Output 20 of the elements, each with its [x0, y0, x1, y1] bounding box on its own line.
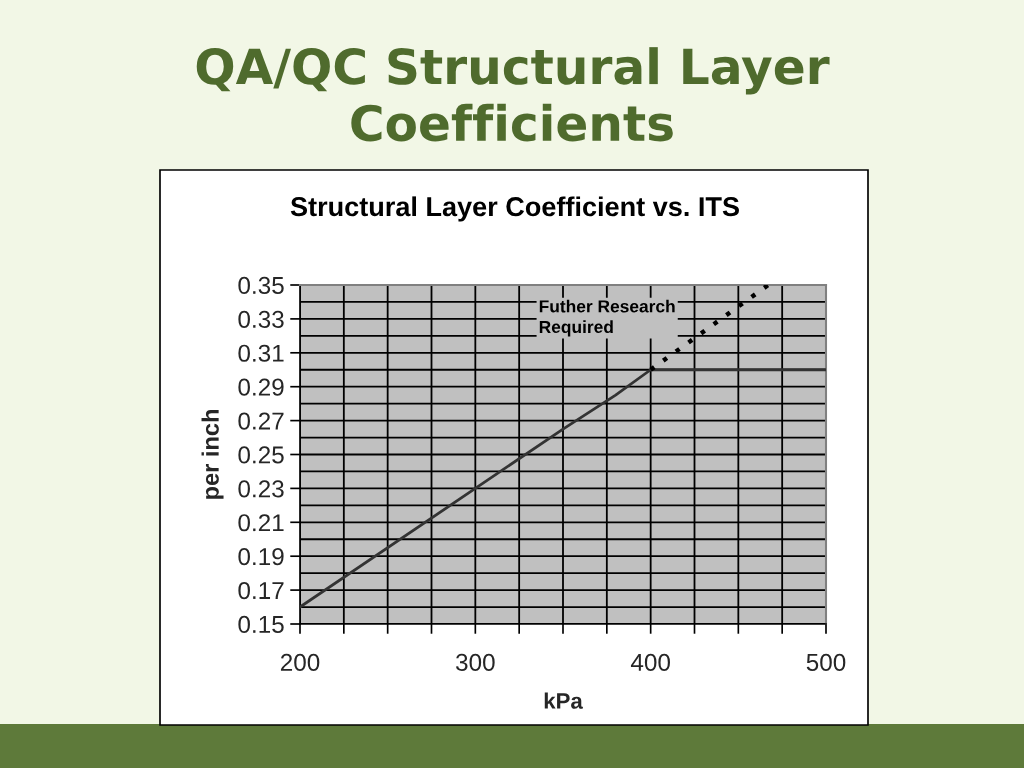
y-tick-label: 0.17 [238, 581, 284, 600]
y-tick-label: 0.21 [238, 514, 284, 532]
y-tick-label: 0.33 [238, 310, 284, 328]
x-tick-label: 500 [806, 653, 846, 672]
x-tick-label: 200 [280, 653, 320, 672]
x-tick-label: 300 [455, 653, 495, 672]
y-axis-title: per inch [201, 410, 224, 499]
y-tick-label: 0.35 [238, 276, 284, 295]
y-tick-label: 0.27 [238, 412, 284, 430]
y-tick-label: 0.31 [238, 344, 284, 362]
series-label: Futher Research Required [539, 299, 675, 337]
chart-subtitle: Structural Layer Coefficient vs. ITS [290, 196, 739, 222]
chart-title: QA/QC Structural Layer Coefficients [196, 47, 830, 142]
y-tick-label: 0.15 [238, 615, 284, 634]
x-tick-label: 400 [630, 653, 670, 672]
y-tick-label: 0.25 [238, 446, 284, 464]
y-tick-label: 0.19 [238, 548, 284, 566]
y-tick-label: 0.29 [238, 378, 284, 396]
x-axis-title: kPa [544, 692, 583, 709]
y-tick-label: 0.23 [238, 480, 284, 498]
